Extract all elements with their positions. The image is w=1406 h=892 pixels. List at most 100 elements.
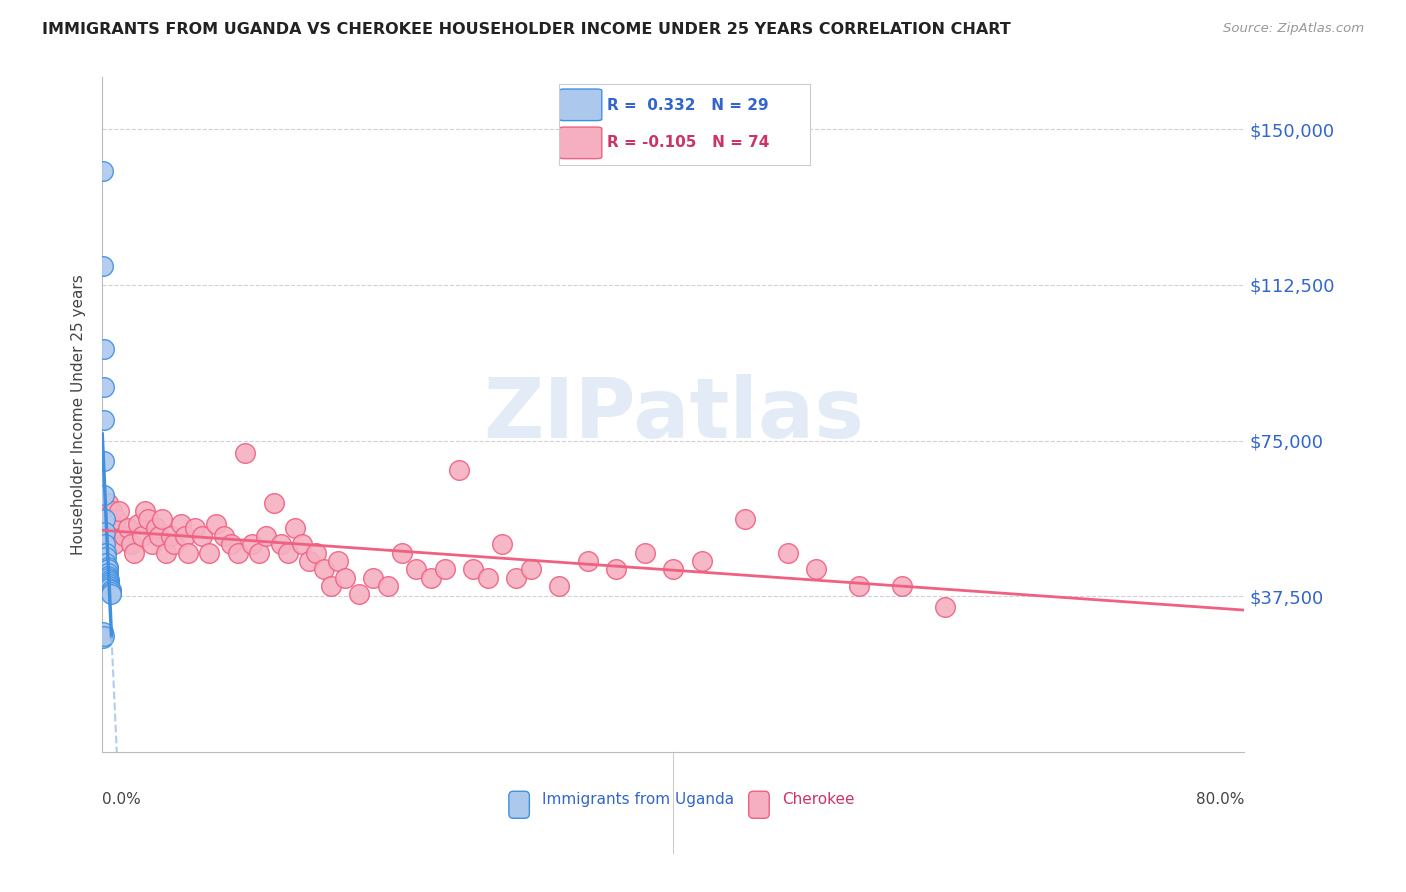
Point [93,454,115,468]
Point [934,599,956,614]
Text: 0.0%: 0.0% [103,792,141,807]
Point [134,504,156,518]
Point [548,579,571,593]
Point [291,537,314,551]
Point [136,512,159,526]
Point [97,566,120,580]
Point [103,537,125,551]
Text: Immigrants from Uganda: Immigrants from Uganda [541,792,734,807]
Point [131,529,153,543]
Point [108,504,131,518]
Point [127,516,149,531]
Point [91,624,114,639]
Point [170,516,193,531]
Point [93,487,115,501]
Point [112,529,135,543]
Text: 80.0%: 80.0% [1197,792,1244,807]
Point [96,512,118,526]
Point [391,546,413,560]
Point [270,537,292,551]
Text: ZIPatlas: ZIPatlas [482,374,863,455]
Point [117,521,139,535]
Point [347,587,370,601]
Point [191,529,214,543]
Point [96,556,118,570]
Point [174,529,197,543]
Point [93,343,115,357]
Point [100,516,122,531]
Point [205,516,228,531]
Point [298,554,321,568]
Point [890,579,912,593]
Point [98,529,121,543]
Point [212,529,235,543]
Point [240,537,263,551]
Point [141,537,163,551]
Point [263,496,285,510]
Point [634,546,657,560]
Point [284,521,307,535]
Point [405,562,427,576]
Point [776,546,799,560]
Point [491,537,513,551]
Point [226,546,249,560]
Point [363,571,385,585]
Point [150,512,173,526]
Point [155,546,177,560]
Point [91,631,114,645]
Point [91,260,114,274]
Point [93,379,115,393]
Point [198,546,221,560]
Point [97,571,120,585]
Point [97,562,120,576]
Point [104,521,127,535]
Point [105,512,128,526]
Point [734,512,756,526]
Point [94,512,117,526]
Point [662,562,685,576]
Point [219,537,242,551]
Point [690,554,713,568]
Y-axis label: Householder Income Under 25 years: Householder Income Under 25 years [72,275,86,555]
Point [122,546,145,560]
Point [605,562,627,576]
Text: IMMIGRANTS FROM UGANDA VS CHEROKEE HOUSEHOLDER INCOME UNDER 25 YEARS CORRELATION: IMMIGRANTS FROM UGANDA VS CHEROKEE HOUSE… [42,22,1011,37]
Point [312,562,335,576]
Point [305,546,328,560]
Point [505,571,527,585]
Point [97,560,120,574]
Point [419,571,441,585]
Text: Source: ZipAtlas.com: Source: ZipAtlas.com [1223,22,1364,36]
Point [98,579,121,593]
Point [91,164,114,178]
Point [120,537,142,551]
Point [101,504,124,518]
Point [97,496,120,510]
Point [159,529,181,543]
Point [333,571,356,585]
Point [98,573,121,587]
Point [93,413,115,427]
Point [463,562,485,576]
Point [100,582,122,597]
Point [100,585,122,599]
Point [804,562,827,576]
Point [97,568,120,582]
Point [96,546,118,560]
Point [277,546,299,560]
Point [449,463,471,477]
Point [94,524,117,539]
Point [94,537,117,551]
Point [96,549,118,564]
Point [162,537,184,551]
Point [433,562,456,576]
Point [93,629,115,643]
Point [100,587,122,601]
Point [377,579,399,593]
Point [326,554,349,568]
Point [98,581,121,595]
Point [233,446,256,460]
Point [148,529,170,543]
Point [254,529,277,543]
Point [98,574,121,589]
